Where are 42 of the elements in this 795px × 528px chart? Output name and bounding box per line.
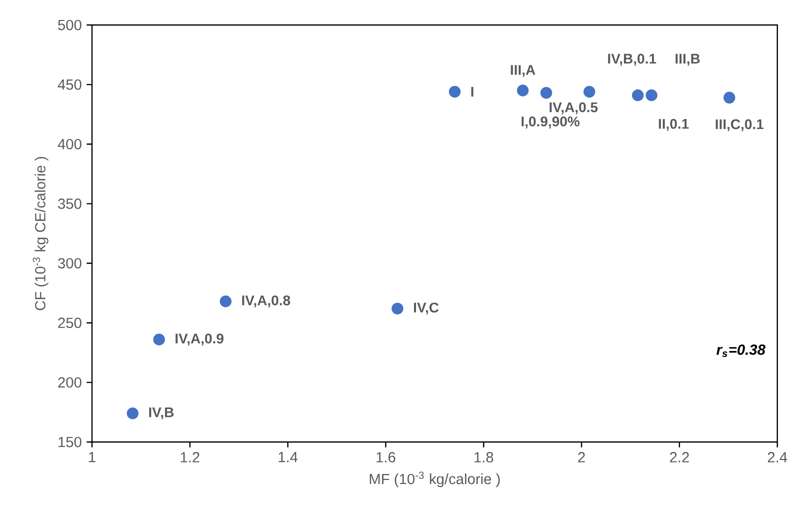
y-tick-label: 250	[58, 318, 82, 328]
x-tick-label: 1.6	[376, 452, 396, 462]
y-axis-title: CF (10$^{-3}$ kg CE/calorie )	[32, 156, 48, 310]
point	[153, 334, 165, 346]
point	[392, 302, 404, 314]
y-tick-label: 400	[58, 138, 82, 150]
x-tick-label: 2.4	[768, 452, 788, 462]
annotation: I,0.9,90%	[522, 116, 580, 128]
annotation: IV,A,0.5	[550, 102, 598, 114]
y-tick-label: 150	[58, 436, 82, 448]
point	[448, 86, 461, 98]
x-tick-label: 2	[578, 452, 585, 462]
point	[516, 84, 529, 96]
annotation: III,A	[510, 65, 536, 77]
x-tick-label: 1	[89, 452, 96, 462]
x-tick-label: 1.4	[278, 452, 298, 462]
y-tick-label: 200	[58, 377, 82, 388]
x-tick-label: 1.2	[180, 452, 200, 462]
point	[126, 408, 138, 420]
point	[583, 86, 596, 98]
annotation: IV,C	[414, 302, 439, 315]
annotation: I	[471, 86, 474, 97]
annotation: II,0.1	[658, 118, 689, 131]
point	[220, 296, 232, 308]
annotation: IV,B	[149, 408, 174, 420]
annotation: IV,A,0.9	[176, 334, 224, 346]
point	[724, 92, 736, 104]
x-tick-label: 1.8	[474, 452, 494, 462]
annotation: IV,B,0.1	[608, 54, 656, 66]
x-axis-title: MF (10$^{-3}$ kg/calorie )	[370, 472, 500, 488]
point	[646, 89, 658, 102]
point	[540, 87, 552, 99]
y-tick-label: 450	[58, 79, 82, 90]
annotation: III,C,0.1	[716, 119, 764, 132]
y-tick-label: 300	[58, 258, 82, 268]
x-tick-label: 2.2	[670, 452, 689, 462]
annotation: IV,A,0.8	[242, 295, 290, 308]
annotation: r$_{s}$=0.38	[716, 344, 766, 358]
point	[632, 89, 644, 102]
y-tick-label: 350	[58, 198, 82, 209]
annotation: III,B	[676, 54, 700, 66]
y-tick-label: 500	[58, 20, 82, 30]
